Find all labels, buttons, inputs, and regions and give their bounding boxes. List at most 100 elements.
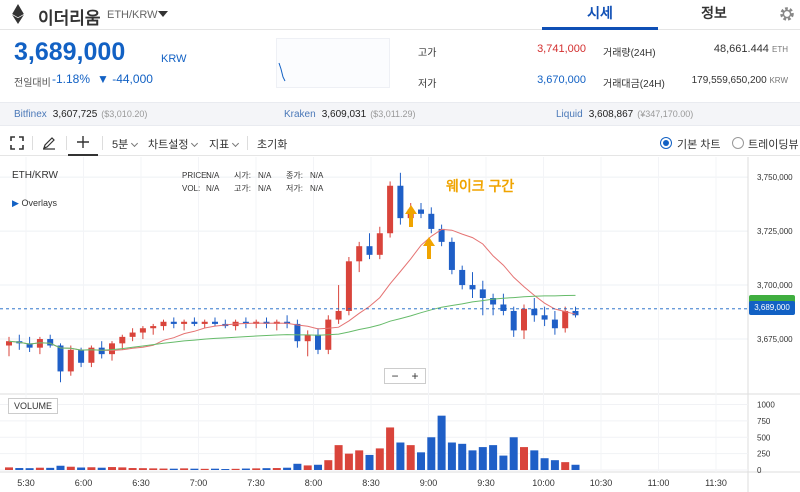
vol-tick-label: 250 — [757, 450, 771, 459]
tab-market[interactable]: 시세 — [542, 0, 658, 30]
candle-body — [397, 185, 404, 219]
basic-chart-label[interactable]: 기본 차트 — [677, 139, 721, 151]
candle-body — [469, 285, 476, 290]
change-percent: -1.18% — [52, 72, 91, 86]
candle-body — [181, 321, 188, 324]
chart-toolbar: 5분 차트설정 지표 초기화 기본 차트 트레이딩뷰 — [0, 130, 800, 156]
coin-name: 이더리움 — [38, 9, 101, 28]
candle-body — [387, 185, 394, 234]
volume-bar — [231, 468, 240, 470]
tradingview-label[interactable]: 트레이딩뷰 — [748, 139, 799, 151]
volume-bar — [520, 447, 528, 470]
candle-body — [98, 347, 105, 355]
coin-pair: ETH/KRW — [107, 9, 158, 21]
candle-body — [510, 310, 517, 331]
caret-down-icon[interactable] — [158, 11, 168, 17]
reset-button[interactable]: 초기화 — [257, 139, 288, 151]
mini-chart — [276, 38, 390, 88]
x-tick-label: 6:00 — [75, 478, 93, 488]
volume-bar — [468, 450, 477, 470]
candle-body — [448, 241, 455, 270]
exchange-bitfinex[interactable]: Bitfinex 3,607,725 ($3,010.20) — [14, 109, 148, 120]
overlays-toggle[interactable]: ▶ Overlays — [12, 198, 57, 208]
candle-body — [160, 321, 167, 327]
indicators-button[interactable]: 지표 — [209, 136, 240, 152]
candle-body — [562, 310, 569, 329]
candle-body — [242, 321, 249, 324]
volume-bar — [66, 466, 75, 470]
volume-bar — [365, 454, 374, 470]
volume-bar — [25, 468, 34, 470]
crosshair-icon[interactable] — [76, 135, 90, 149]
ma-short-line — [8, 228, 576, 352]
ethereum-icon — [12, 4, 24, 24]
volume-bar — [15, 468, 24, 470]
candle-body — [490, 298, 497, 305]
volume-label: 거래량(24H) — [603, 48, 656, 59]
volume-bar — [314, 464, 322, 470]
interval-select[interactable]: 5분 — [112, 136, 139, 152]
volume-bar — [138, 468, 147, 470]
zoom-out-button[interactable]: − — [391, 369, 399, 383]
pencil-icon[interactable] — [42, 136, 56, 150]
tab-info[interactable]: 정보 — [701, 5, 727, 21]
volume-bar — [375, 448, 384, 470]
y-tick-label: 3,725,000 — [757, 227, 793, 236]
candle-body — [428, 213, 435, 229]
volume-bar — [417, 452, 425, 470]
candle-body — [57, 345, 64, 372]
candle-body — [438, 228, 445, 242]
current-price: 3,689,000 — [14, 38, 126, 66]
volume-bar — [293, 463, 302, 470]
volume-bar — [478, 447, 487, 470]
candle-body — [335, 310, 342, 320]
candle-body — [6, 341, 12, 346]
exchange-liquid[interactable]: Liquid 3,608,867 (¥347,170.00) — [556, 109, 694, 120]
volume-bar — [190, 468, 199, 470]
volume-bar — [396, 442, 405, 470]
zoom-controls: − + — [384, 368, 426, 384]
y-tick-label: 3,750,000 — [757, 173, 793, 182]
x-tick-label: 8:00 — [305, 478, 323, 488]
fullscreen-icon[interactable] — [10, 136, 24, 150]
volume-bar — [561, 462, 570, 470]
price-unit: KRW — [161, 53, 187, 65]
exchange-kraken[interactable]: Kraken 3,609,031 ($3,011.29) — [284, 109, 416, 120]
exchange-strip: Bitfinex 3,607,725 ($3,010.20) Kraken 3,609… — [0, 102, 800, 126]
x-tick-label: 8:30 — [362, 478, 380, 488]
candle-body — [201, 321, 208, 324]
change-label: 전일대비 — [14, 78, 51, 89]
price-chart[interactable]: 3,750,000 3,725,000 3,700,000 3,675,000 1000… — [0, 157, 800, 492]
candle-body — [109, 343, 115, 355]
y-tick-label: 3,675,000 — [757, 335, 793, 344]
basic-chart-radio[interactable] — [660, 137, 672, 149]
vol-tick-label: 1000 — [757, 401, 775, 410]
volume-bar — [344, 453, 353, 470]
candle-body — [479, 289, 486, 299]
legend-row-2: VOL: N/A 고가: N/A 저가: N/A — [182, 184, 324, 193]
volume-bar — [180, 468, 189, 470]
high-value: 3,741,000 — [537, 43, 586, 55]
candle-body — [315, 334, 321, 350]
x-tick-label: 11:00 — [648, 478, 670, 488]
volume-bar — [159, 468, 168, 470]
ma-price-tag — [749, 295, 795, 303]
x-tick-label: 6:30 — [132, 478, 150, 488]
volume-bar — [262, 468, 271, 470]
candle-body — [119, 336, 126, 344]
chart-settings-button[interactable]: 차트설정 — [148, 136, 199, 152]
volume-bar — [221, 469, 230, 470]
current-price-tag: 3,689,000 — [749, 301, 795, 315]
volume-bar — [550, 460, 559, 470]
y-tick-label: 3,700,000 — [757, 281, 793, 290]
gear-icon[interactable] — [778, 5, 796, 23]
x-tick-label: 7:30 — [247, 478, 265, 488]
volume-bar — [386, 427, 395, 470]
arrow-up-icon — [405, 205, 417, 227]
volume-value: 48,661.444 ETH — [713, 43, 788, 55]
volume-bar — [200, 468, 209, 470]
zoom-in-button[interactable]: + — [411, 369, 419, 383]
tradingview-radio[interactable] — [732, 137, 744, 149]
volume-tab[interactable]: VOLUME — [8, 398, 59, 414]
volume-bar — [211, 468, 219, 470]
